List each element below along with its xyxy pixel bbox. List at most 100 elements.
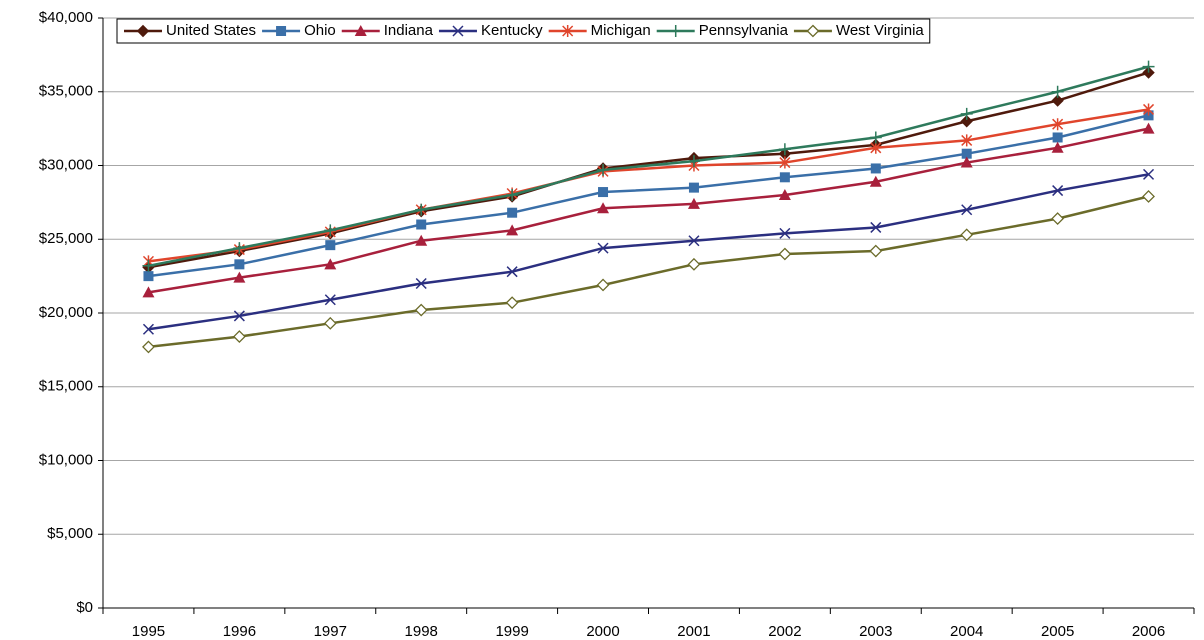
- series-line: [148, 195, 1149, 349]
- data-point: [1051, 94, 1064, 107]
- series-line: [148, 127, 1149, 294]
- series-line: [148, 114, 1149, 278]
- data-point: [687, 155, 700, 168]
- data-point: [325, 240, 336, 251]
- x-tick-label: 2005: [1041, 623, 1074, 640]
- x-tick-label: 1999: [495, 623, 528, 640]
- data-point: [688, 235, 700, 247]
- data-point: [233, 271, 246, 283]
- y-tick-label: $15,000: [39, 378, 93, 395]
- data-point: [142, 340, 155, 354]
- data-point: [960, 107, 973, 120]
- legend-marker: [136, 24, 150, 38]
- y-tick-label: $25,000: [39, 230, 93, 247]
- data-point: [870, 163, 881, 174]
- data-point: [414, 303, 428, 317]
- data-point: [143, 271, 154, 282]
- x-tick-label: 2003: [859, 623, 892, 640]
- x-tick-label: 1998: [405, 623, 438, 640]
- data-point: [1052, 118, 1064, 131]
- data-point: [234, 259, 245, 270]
- data-point: [142, 323, 154, 335]
- data-point: [779, 172, 790, 183]
- data-point: [779, 156, 791, 169]
- legend-label: Kentucky: [481, 22, 543, 39]
- x-tick-label: 2002: [768, 623, 801, 640]
- data-point: [688, 182, 699, 193]
- data-point: [687, 197, 700, 209]
- data-point: [687, 257, 701, 271]
- data-point: [869, 175, 882, 187]
- data-point: [1051, 212, 1065, 226]
- legend-label: Michigan: [591, 22, 651, 39]
- legend-label: Ohio: [304, 22, 336, 39]
- x-tick-label: 2000: [586, 623, 619, 640]
- y-tick-label: $35,000: [39, 83, 93, 100]
- legend-label: Pennsylvania: [699, 22, 789, 39]
- data-point: [597, 202, 610, 214]
- series-line: [148, 108, 1149, 263]
- data-point: [778, 189, 791, 200]
- data-point: [506, 189, 519, 201]
- data-point: [597, 242, 609, 254]
- x-tick-label: 2001: [677, 623, 710, 640]
- y-tick-label: $0: [76, 599, 93, 616]
- data-point: [1143, 168, 1155, 180]
- data-point: [1051, 85, 1064, 98]
- data-point: [416, 219, 427, 230]
- data-point: [415, 234, 428, 246]
- data-point: [778, 247, 792, 261]
- x-tick-label: 1995: [132, 623, 165, 640]
- series-line: [148, 71, 1149, 269]
- data-point: [1142, 122, 1155, 134]
- data-point: [869, 131, 882, 144]
- data-point: [961, 148, 972, 159]
- legend-label: West Virginia: [836, 22, 924, 39]
- legend-label: Indiana: [384, 22, 434, 39]
- series-line: [148, 65, 1149, 268]
- y-tick-label: $40,000: [39, 9, 93, 26]
- data-point: [1142, 60, 1155, 73]
- y-tick-label: $10,000: [39, 451, 93, 468]
- data-point: [598, 187, 609, 198]
- data-point: [779, 227, 791, 239]
- data-point: [507, 207, 518, 218]
- data-point: [142, 259, 155, 272]
- data-point: [505, 296, 519, 310]
- x-tick-label: 2004: [950, 623, 983, 640]
- data-point: [961, 204, 973, 216]
- data-point: [506, 224, 519, 236]
- data-point: [870, 221, 882, 233]
- x-tick-label: 2006: [1132, 623, 1165, 640]
- data-point: [1143, 103, 1155, 116]
- y-tick-label: $30,000: [39, 156, 93, 173]
- data-point: [323, 316, 337, 330]
- data-point: [324, 224, 337, 237]
- data-point: [324, 294, 336, 306]
- data-point: [233, 242, 246, 255]
- legend-marker: [276, 26, 287, 36]
- x-tick-label: 1996: [223, 623, 256, 640]
- data-point: [870, 141, 882, 154]
- y-tick-label: $20,000: [39, 304, 93, 321]
- legend-marker: [354, 25, 367, 36]
- series-line: [148, 173, 1149, 331]
- data-point: [233, 310, 245, 322]
- data-point: [506, 266, 518, 278]
- data-point: [960, 115, 973, 128]
- data-point: [869, 244, 883, 258]
- legend: United States Ohio Indiana Kentucky Michigan…: [116, 18, 931, 44]
- legend-label: United States: [166, 22, 256, 39]
- data-point: [778, 143, 791, 156]
- data-point: [324, 258, 337, 270]
- legend-marker: [452, 25, 464, 37]
- data-point: [232, 330, 246, 344]
- y-tick-label: $5,000: [47, 525, 93, 542]
- data-point: [960, 228, 974, 242]
- legend-marker: [562, 25, 574, 37]
- data-point: [415, 277, 427, 290]
- data-point: [961, 134, 973, 147]
- data-point: [1142, 190, 1155, 203]
- data-point: [960, 156, 973, 168]
